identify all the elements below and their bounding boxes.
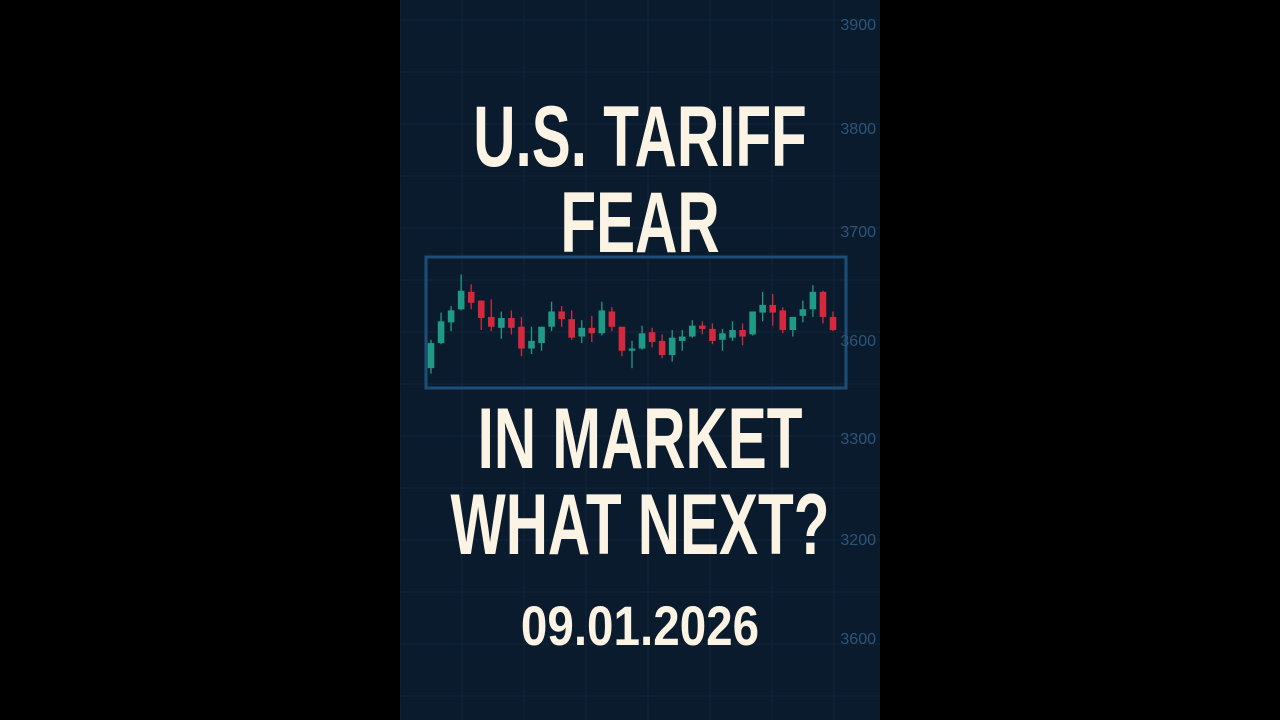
chart-background [400,0,880,720]
candle-body [709,328,716,341]
headline-line-3: IN MARKET [477,391,803,487]
candle-body [749,311,756,335]
headline-line-4: WHAT NEXT? [450,477,830,573]
candlestick-series [427,274,837,374]
candle-body [578,327,586,337]
candle-body [689,325,696,337]
date-label: 09.01.2026 [520,594,760,657]
axis-label: 3900 [840,17,876,34]
candle-body [608,311,616,327]
candle-body [538,326,545,344]
candle-body [518,326,525,349]
candle-body [809,291,817,310]
candle-body [759,304,766,313]
axis-label: 3300 [840,431,876,448]
candle-body [437,321,445,344]
headline-line-1: U.S. TARIFF [473,89,807,185]
axis-label: 3200 [840,532,876,549]
candle-body [618,326,626,351]
candle-body [598,310,606,334]
candle-body [678,336,686,341]
candle-body [729,330,736,338]
candle-body [668,337,676,356]
candle-body [799,309,807,316]
candle-body [508,318,515,328]
thumbnail-panel: 3900 3800 3700 3600 3300 3200 3600 U.S. … [400,0,880,720]
candle-body [829,316,837,331]
candle-body [427,343,435,369]
candle-body [719,333,726,340]
axis-label: 3700 [840,224,876,241]
candle-body [638,333,646,349]
axis-label: 3600 [840,631,876,648]
candle-body [588,327,596,334]
axis-label: 3800 [840,121,876,138]
candle-body [447,310,455,323]
chart-highlight-box [424,255,848,390]
candle-body [528,340,535,349]
candle-body [477,300,485,319]
candle-body [648,332,656,342]
candle-body [558,311,565,320]
candle-body [739,330,746,337]
candle-body [457,290,465,310]
candle-body [628,348,636,351]
candle-body [789,316,797,331]
candle-body [658,340,666,356]
headline-line-2: FEAR [560,175,720,271]
candle-body [548,311,555,327]
candle-body [819,291,827,317]
candle-body [568,319,575,338]
grid-lines [400,0,880,720]
candle-body [488,316,495,327]
candle-body [699,325,706,329]
candle-body [467,291,475,303]
axis-label: 3600 [840,333,876,350]
candle-body [498,318,505,328]
candle-body [769,304,776,313]
candle-body [779,310,787,331]
